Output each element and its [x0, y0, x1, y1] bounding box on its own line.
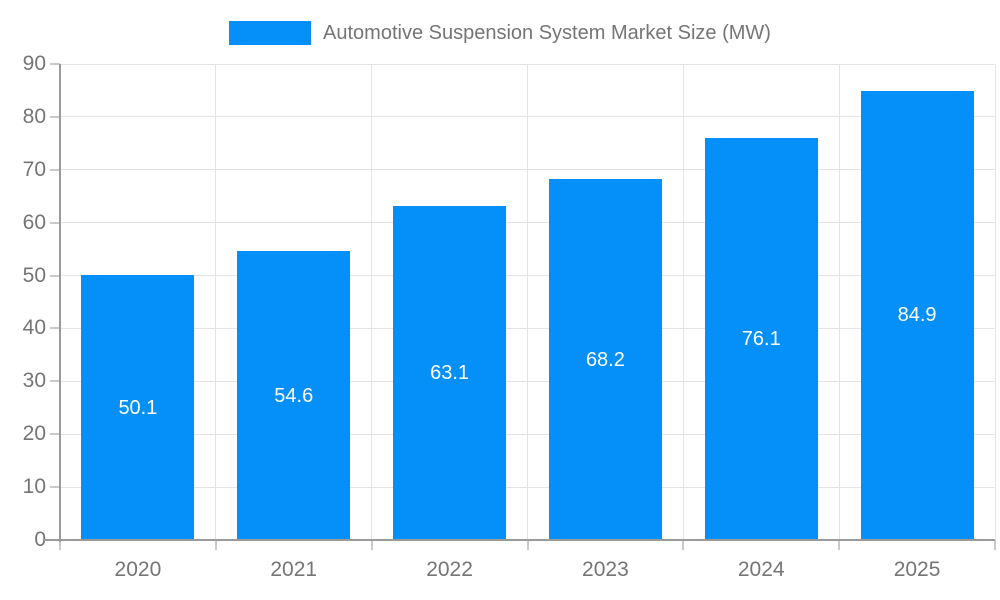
y-axis-tick-label: 40 — [22, 316, 46, 340]
y-axis-tick-label: 0 — [34, 528, 46, 551]
x-axis-tick-label: 2021 — [270, 558, 318, 581]
bar-2025[interactable]: 84.9 — [860, 90, 974, 540]
bar-value-label: 68.2 — [585, 348, 625, 371]
x-gridline — [682, 64, 684, 540]
y-axis-tick — [50, 327, 60, 330]
x-axis-tick — [59, 540, 61, 550]
y-axis-tick — [50, 274, 60, 277]
x-gridline — [215, 64, 217, 540]
y-axis-tick-label: 70 — [22, 157, 46, 181]
x-axis-tick — [682, 540, 685, 550]
x-axis-tick — [994, 540, 996, 550]
bar-2020[interactable]: 50.1 — [81, 275, 195, 540]
y-axis-tick — [50, 221, 60, 224]
y-axis-line — [59, 64, 61, 542]
bar-value-label: 54.6 — [274, 384, 314, 407]
y-axis-tick-label: 30 — [22, 369, 46, 393]
y-axis-tick-label: 60 — [22, 210, 46, 234]
y-axis-tick-label: 90 — [22, 52, 46, 75]
x-axis-tick — [838, 540, 841, 550]
bar-value-label: 50.1 — [118, 396, 158, 419]
x-axis-tick-label: 2023 — [582, 558, 629, 581]
chart-legend[interactable]: Automotive Suspension System Market Size… — [0, 18, 1000, 48]
bar-2022[interactable]: 63.1 — [393, 206, 507, 540]
y-axis-tick — [50, 115, 60, 118]
x-axis-tick — [214, 540, 217, 550]
bar-value-label: 63.1 — [430, 362, 470, 385]
bar-value-label: 76.1 — [741, 327, 781, 350]
x-gridline — [994, 64, 996, 540]
x-axis-tick-label: 2022 — [426, 558, 473, 581]
bar-2024[interactable]: 76.1 — [704, 137, 818, 540]
y-axis-tick-label: 80 — [22, 104, 46, 128]
y-axis-tick — [50, 433, 60, 436]
legend-label: Automotive Suspension System Market Size… — [323, 21, 771, 44]
y-axis-tick — [50, 380, 60, 383]
y-axis-tick-label: 50 — [22, 263, 46, 287]
legend-swatch — [229, 21, 312, 45]
x-axis-tick-label: 2024 — [737, 558, 785, 581]
bar-2023[interactable]: 68.2 — [548, 179, 662, 540]
bar-value-label: 84.9 — [897, 304, 937, 327]
y-axis-tick — [50, 168, 60, 171]
x-gridline — [838, 64, 840, 540]
x-axis-tick-label: 2025 — [893, 558, 941, 581]
x-axis-tick — [526, 540, 529, 550]
x-axis-tick — [370, 540, 373, 550]
y-axis-tick — [50, 486, 60, 489]
y-axis-tick-label: 10 — [22, 475, 46, 499]
x-axis-tick-label: 2020 — [114, 558, 162, 581]
x-gridline — [371, 64, 373, 540]
x-gridline — [527, 64, 528, 540]
y-axis-tick-label: 20 — [22, 422, 46, 446]
x-axis-line — [43, 539, 995, 541]
y-axis-tick — [50, 63, 60, 65]
bar-2021[interactable]: 54.6 — [237, 251, 351, 540]
